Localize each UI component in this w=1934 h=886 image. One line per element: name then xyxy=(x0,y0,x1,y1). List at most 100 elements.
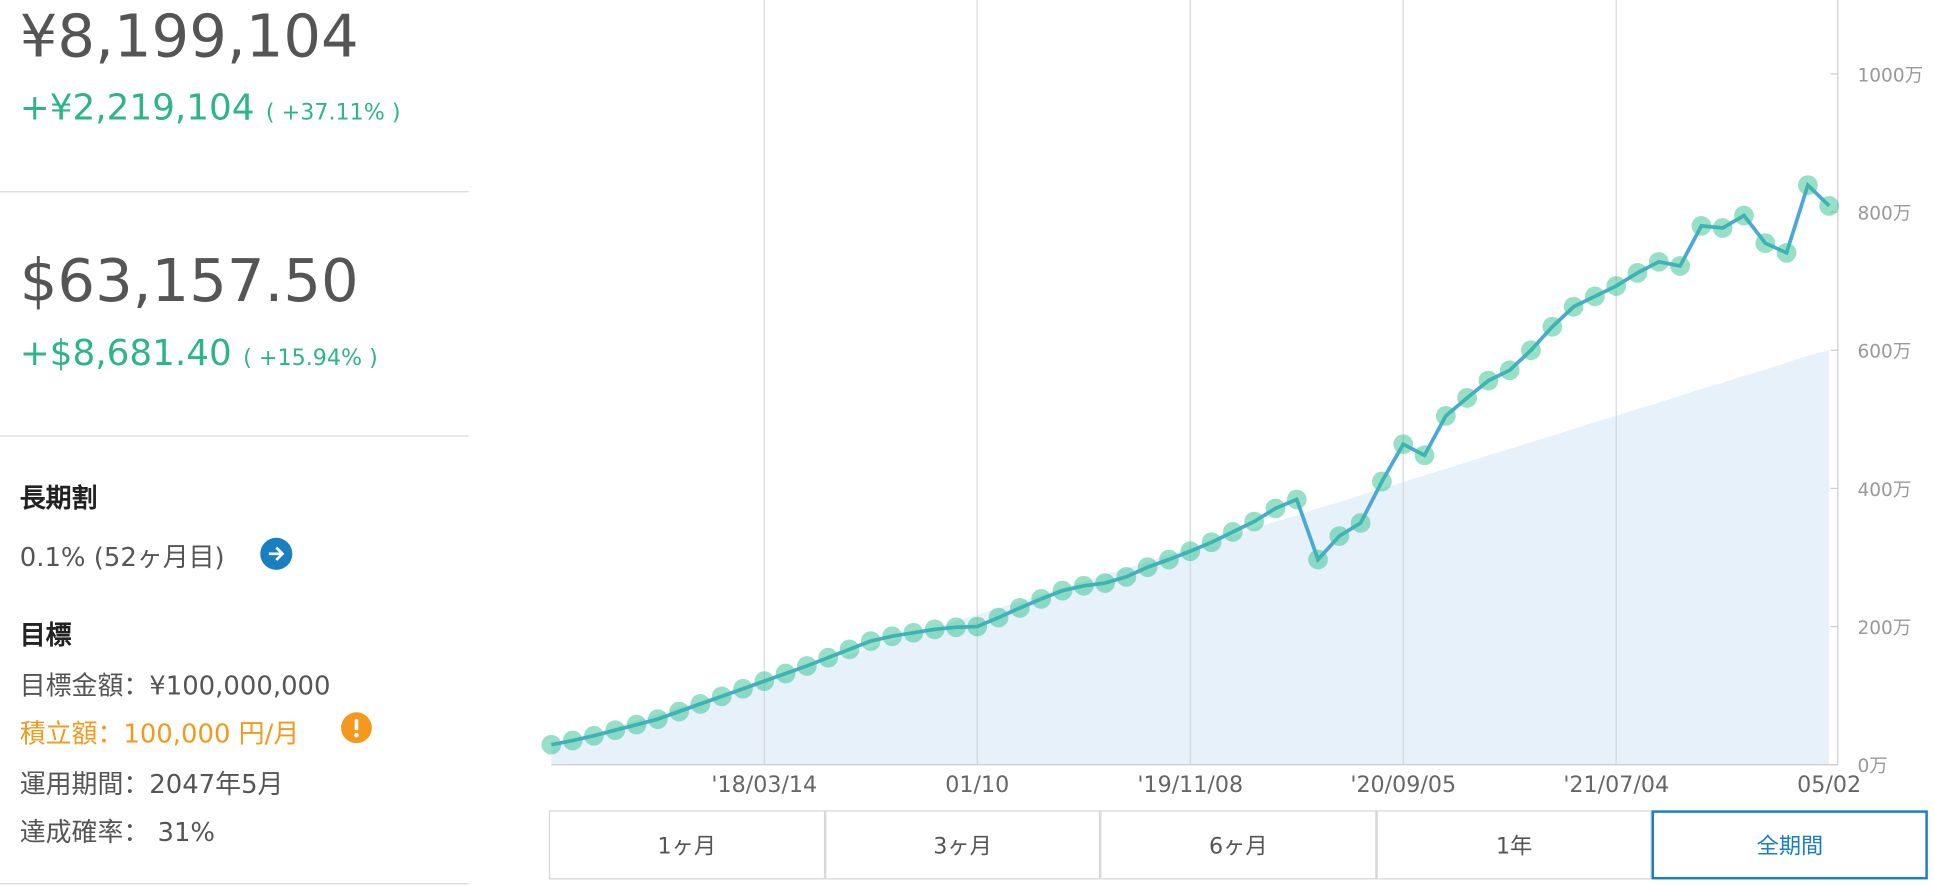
arrow-button[interactable] xyxy=(259,537,294,572)
value-dot xyxy=(754,671,775,692)
value-dot xyxy=(626,714,647,735)
value-dot xyxy=(584,725,604,746)
value-dot xyxy=(1350,513,1371,533)
period-tab[interactable]: 3ヶ月 xyxy=(824,810,1101,880)
value-dot xyxy=(988,607,1009,628)
usd-change: +$8,681.40 ( +15.94% ) xyxy=(20,332,378,374)
value-dot xyxy=(1521,340,1541,361)
x-tick-label: '20/09/05 xyxy=(1350,772,1456,798)
period-tab[interactable]: 1ヶ月 xyxy=(548,810,825,880)
value-dot xyxy=(839,639,860,660)
y-tick-label: 800万 xyxy=(1858,203,1912,224)
value-dot xyxy=(1180,541,1201,562)
value-dot xyxy=(1286,489,1307,510)
long-term-text: 0.1% (52ヶ月目) xyxy=(19,542,225,573)
value-dot xyxy=(1606,276,1627,296)
y-tick-label: 0万 xyxy=(1858,756,1888,777)
usd-change-value: +$8,681.40 xyxy=(19,331,232,374)
value-dot xyxy=(1542,316,1563,337)
value-dot xyxy=(1776,242,1797,263)
y-tick-label: 200万 xyxy=(1858,618,1912,639)
value-dot xyxy=(1755,233,1776,254)
value-dot xyxy=(1478,370,1499,391)
y-tick-label: 1000万 xyxy=(1858,65,1924,86)
value-dot xyxy=(1372,471,1392,492)
value-dot xyxy=(924,619,945,640)
value-dot xyxy=(562,730,583,751)
value-dot xyxy=(1244,511,1265,532)
value-dot xyxy=(1052,580,1073,601)
value-dot xyxy=(882,626,902,647)
usd-change-pct: ( +15.94% ) xyxy=(243,345,378,372)
value-dot xyxy=(711,686,732,707)
warning-icon xyxy=(341,712,372,744)
jpy-change: +¥2,219,104 ( +37.11% ) xyxy=(20,86,401,128)
value-dot xyxy=(818,647,839,668)
period-tab[interactable]: 6ヶ月 xyxy=(1100,810,1377,880)
value-dot xyxy=(541,734,562,755)
y-tick-label: 400万 xyxy=(1858,480,1912,501)
value-dot xyxy=(1393,434,1414,455)
value-dot xyxy=(1137,557,1158,578)
value-dot xyxy=(1457,388,1477,408)
separator xyxy=(0,883,469,885)
value-dot xyxy=(903,622,924,643)
value-dot xyxy=(1648,251,1669,272)
chart: '18/03/14 01/10 '19/11/08 '20/09/05 '21/07/0… xyxy=(541,0,1924,798)
goal-title: 目標 xyxy=(19,620,72,651)
value-dot xyxy=(1329,526,1350,546)
value-dot xyxy=(1499,360,1520,381)
value-dot xyxy=(1797,175,1818,196)
long-term-title: 長期割 xyxy=(19,483,98,514)
value-dot xyxy=(775,663,796,684)
value-dot xyxy=(797,656,817,676)
value-dot xyxy=(1414,445,1435,466)
period-tab[interactable]: 1年 xyxy=(1376,810,1653,880)
value-dot xyxy=(1435,405,1456,426)
goal-item: 達成確率： 31% xyxy=(19,817,216,848)
value-dot xyxy=(1159,549,1179,570)
value-dot xyxy=(605,720,626,741)
value-dot xyxy=(860,631,881,651)
x-tick-label: 01/10 xyxy=(945,772,1009,798)
value-dot xyxy=(1116,566,1137,587)
value-dot xyxy=(1265,498,1286,519)
jpy-change-value: +¥2,219,104 xyxy=(19,86,255,129)
y-tick-label: 600万 xyxy=(1858,342,1912,363)
jpy-change-pct: ( +37.11% ) xyxy=(265,99,401,126)
value-dot xyxy=(1734,205,1754,226)
value-dot xyxy=(967,616,988,637)
value-dot xyxy=(1691,216,1712,236)
value-dot xyxy=(1712,218,1733,238)
value-dot xyxy=(1222,522,1243,542)
value-dot xyxy=(1031,589,1052,609)
value-dot xyxy=(733,678,753,699)
value-dot xyxy=(647,709,668,729)
value-dot xyxy=(1201,532,1222,553)
value-dot xyxy=(1308,549,1328,570)
value-dot xyxy=(1585,286,1605,307)
value-dot xyxy=(1627,263,1648,283)
goal-item: 積立額：100,000 円/月 xyxy=(19,719,300,749)
value-dot xyxy=(1670,256,1690,276)
goal-item: 目標金額：¥100,000,000 xyxy=(19,670,331,701)
value-dot xyxy=(946,617,966,638)
value-dot xyxy=(1073,575,1094,596)
x-tick-label: 05/02 xyxy=(1797,772,1861,798)
usd-total: $63,157.50 xyxy=(19,246,359,316)
period-tab[interactable]: 全期間 xyxy=(1652,810,1928,880)
x-tick-label: '19/11/08 xyxy=(1137,772,1243,798)
x-tick-label: '18/03/14 xyxy=(711,772,817,798)
value-dot xyxy=(1010,598,1030,618)
value-dot xyxy=(1819,195,1840,216)
value-dot xyxy=(1095,573,1115,593)
x-tick-label: '21/07/04 xyxy=(1563,772,1669,798)
value-dot xyxy=(1563,296,1584,317)
value-dot xyxy=(669,701,689,722)
jpy-total: ¥8,199,104 xyxy=(19,2,359,72)
separator xyxy=(0,191,469,193)
separator xyxy=(0,435,469,437)
goal-item: 運用期間：2047年5月 xyxy=(19,769,284,800)
